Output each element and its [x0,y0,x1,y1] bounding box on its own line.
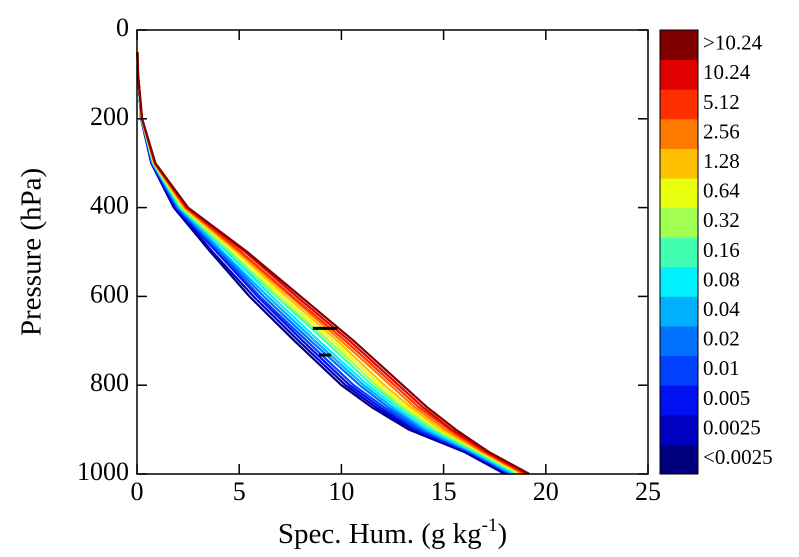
colorbar-swatch [660,326,698,357]
profile-line [136,52,512,475]
colorbar-frame [659,29,699,475]
colorbar-label: 0.04 [703,297,740,321]
y-tick-label: 0 [116,13,129,42]
x-tick-label: 15 [431,477,457,506]
y-tick-label: 400 [90,191,129,220]
profile-line [136,52,510,475]
profile-line [136,52,530,475]
colorbar-label: 0.64 [703,179,740,203]
profile-line [136,52,516,475]
colorbar-label: 5.12 [703,90,740,114]
x-axis-label-end: ) [497,518,507,550]
profile-line [136,52,524,475]
y-tick-label: 200 [90,102,129,131]
profile-line [136,52,524,475]
x-tick-label: 25 [635,477,661,506]
colorbar-swatch [660,30,698,61]
colorbar-swatch [660,89,698,120]
colorbar-label: 1.28 [703,149,740,173]
x-axis-label-text: Spec. Hum. (g kg [278,518,482,550]
profile-line [136,52,518,475]
y-tick-label: 600 [90,279,129,308]
x-tick-label: 0 [131,477,144,506]
profile-line [136,52,528,475]
colorbar-swatch [660,296,698,327]
colorbar-label: 0.32 [703,208,740,232]
x-axis-label-superscript: -1 [482,515,498,536]
colorbar-label: 0.02 [703,327,740,351]
colorbar-label: <0.0025 [703,445,773,469]
colorbar-label: 0.0025 [703,415,761,439]
colorbar-label: 2.56 [703,119,740,143]
plot-frame [136,29,649,475]
profile-line [136,52,526,475]
colorbar-swatch [660,444,698,475]
colorbar-swatch [660,266,698,297]
colorbar-swatch [660,385,698,416]
colorbar-label: 0.08 [703,267,740,291]
profile-line [136,52,514,475]
colorbar-swatch [660,148,698,179]
x-tick-label: 5 [233,477,246,506]
colorbar-label: 0.005 [703,386,750,410]
x-axis-label: Spec. Hum. (g kg-1) [278,515,507,549]
x-tick-label: 20 [533,477,559,506]
profile-line [136,52,506,475]
colorbar-label: 0.16 [703,238,740,262]
colorbar-label: >10.24 [703,31,763,55]
profile-line [136,52,520,475]
colorbar-swatch [660,414,698,445]
y-tick-label: 800 [90,368,129,397]
profile-line [136,52,508,475]
colorbar-swatch [660,59,698,90]
x-tick-label: 10 [328,477,354,506]
profile-line [136,52,522,475]
colorbar-swatch [660,207,698,238]
colorbar-swatch [660,237,698,268]
colorbar-swatch [660,118,698,149]
colorbar-label: 10.24 [703,60,751,84]
y-tick-label: 1000 [77,457,129,486]
colorbar-swatch [660,178,698,209]
colorbar-swatch [660,355,698,386]
y-axis-label: Pressure (hPa) [16,168,48,336]
colorbar-label: 0.01 [703,356,740,380]
profile-line [136,52,512,475]
